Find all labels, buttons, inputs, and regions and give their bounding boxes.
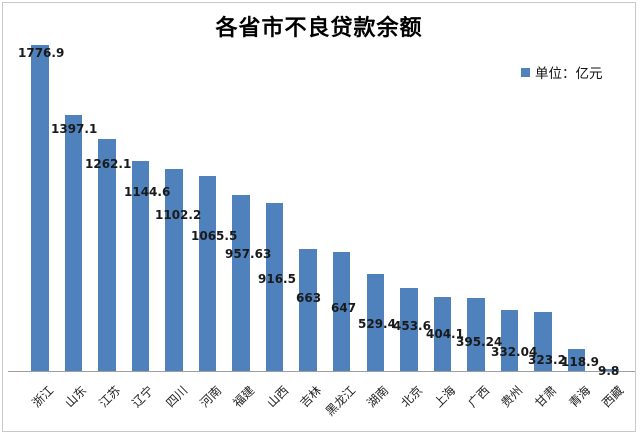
bar-value-label: 957.63 (225, 247, 272, 261)
bar-value-label: 1397.1 (51, 122, 98, 136)
bar-上海 (433, 297, 452, 371)
plot-area: 1776.9 1397.1 1262.1 1144.6 1102.2 1065.5 957.… (3, 3, 635, 431)
bar-value-label: 916.5 (258, 272, 296, 286)
bar-河南 (198, 176, 217, 371)
bar-value-label: 529.4 (358, 317, 396, 331)
chart: 各省市不良贷款余额 单位：亿元 1776.9 1397.1 1262.1 1144.6… (2, 2, 636, 432)
bar-江苏 (98, 139, 116, 371)
bar-湖南 (366, 274, 384, 371)
bar-value-label: 1262.1 (85, 157, 132, 171)
bar-value-label: 647 (331, 301, 357, 315)
x-axis-line (8, 371, 635, 372)
bar-山西 (265, 203, 284, 371)
bar-辽宁 (131, 161, 150, 371)
bar-value-label: 663 (296, 291, 322, 305)
legend-label: 单位：亿元 (535, 66, 603, 82)
bar-value-label: 323.2 (528, 353, 566, 367)
bar-贵州 (500, 310, 519, 371)
bar-吉林 (299, 249, 317, 371)
bar-甘肃 (534, 312, 552, 371)
bar-value-label: 404.1 (426, 327, 464, 341)
chart-title: 各省市不良贷款余额 (215, 16, 423, 41)
legend: 单位：亿元 (521, 62, 603, 82)
bar-value-label: 9.8 (598, 364, 620, 378)
bar-广西 (467, 298, 485, 371)
bar-山东 (64, 115, 83, 371)
bar-value-label: 1065.5 (191, 229, 238, 243)
bar-value-label: 332.04 (491, 345, 538, 359)
bar-北京 (400, 288, 418, 371)
legend-marker-icon (521, 67, 530, 77)
bar-青海 (567, 349, 586, 371)
bar-value-label: 453.6 (393, 319, 431, 333)
bar-西藏 (601, 369, 619, 371)
bar-value-label: 1144.6 (124, 185, 171, 199)
bar-value-label: 1776.9 (18, 46, 65, 60)
bar-浙江 (31, 45, 49, 371)
bar-value-label: 1102.2 (155, 208, 202, 222)
bar-value-label: 395.24 (456, 335, 503, 349)
bar-四川 (165, 169, 183, 371)
bar-福建 (232, 195, 250, 371)
bar-黑龙江 (332, 252, 351, 371)
bar-value-label: 118.9 (561, 355, 599, 369)
